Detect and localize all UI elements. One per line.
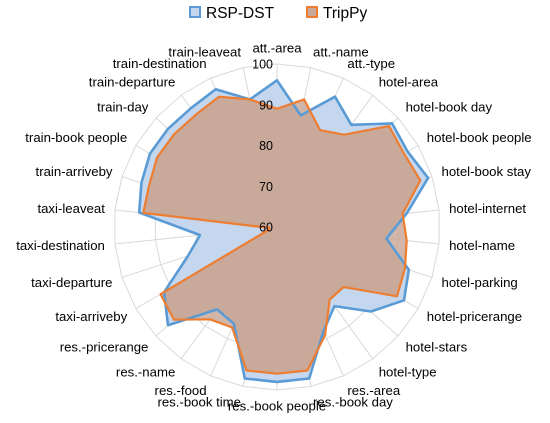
legend-label-rsp-dst: RSP-DST (206, 5, 275, 22)
legend: RSP-DST TripPy (189, 5, 367, 22)
category-label-train-book-people: train-book people (25, 130, 127, 145)
category-label-res-book-day: res.-book day (313, 395, 393, 410)
series-line-trippy (142, 95, 422, 375)
category-label-hotel-name: hotel-name (449, 238, 515, 253)
tick-label-80: 80 (259, 139, 273, 153)
tick-label-60: 60 (259, 221, 273, 235)
category-label-att-name: att.-name (313, 44, 369, 59)
category-label-hotel-book-day: hotel-book day (406, 100, 493, 115)
category-label-hotel-type: hotel-type (379, 364, 437, 379)
category-label-taxi-departure: taxi-departure (31, 275, 112, 290)
radial-tick-labels: 60 70 80 90 100 (252, 58, 273, 235)
category-label-res-book-people: res.-book people (228, 399, 326, 414)
category-label-hotel-stars: hotel-stars (406, 339, 468, 354)
category-label-taxi-destination: taxi-destination (16, 238, 105, 253)
category-label-train-leaveat: train-leaveat (168, 44, 241, 59)
category-label-att-type: att.-type (347, 56, 395, 71)
category-label-hotel-book-stay: hotel-book stay (442, 164, 532, 179)
category-label-taxi-arriveby: taxi-arriveby (55, 309, 127, 324)
category-label-train-departure: train-departure (89, 75, 176, 90)
category-label-res-area: res.-area (347, 383, 400, 398)
category-label-hotel-parking: hotel-parking (442, 275, 518, 290)
category-label-hotel-book-people: hotel-book people (427, 130, 532, 145)
category-label-res-pricerange: res.-pricerange (60, 339, 149, 354)
legend-swatch-rsp-dst (189, 6, 201, 18)
category-label-train-arriveby: train-arriveby (36, 164, 113, 179)
category-label-train-day: train-day (97, 100, 149, 115)
series-areas (139, 80, 429, 382)
tick-label-70: 70 (259, 180, 273, 194)
category-label-res-food: res.-food (155, 383, 207, 398)
category-label-res-book-time: res.-book time (157, 395, 241, 410)
series-line-rsp-dst (137, 79, 430, 384)
legend-swatch-trippy (306, 6, 318, 18)
tick-label-100: 100 (252, 58, 273, 72)
category-label-taxi-leaveat: taxi-leaveat (37, 201, 105, 216)
category-label-hotel-pricerange: hotel-pricerange (427, 309, 522, 324)
tick-label-90: 90 (259, 98, 273, 112)
category-label-hotel-internet: hotel-internet (449, 201, 526, 216)
series-lines (137, 79, 430, 384)
series-area-overlap-top (143, 96, 421, 374)
legend-label-trippy: TripPy (323, 5, 367, 22)
category-label-train-destination: train-destination (113, 56, 207, 71)
category-label-res-name: res.-name (116, 364, 175, 379)
category-label-hotel-area: hotel-area (379, 75, 439, 90)
category-label-att-area: att.-area (252, 41, 302, 56)
